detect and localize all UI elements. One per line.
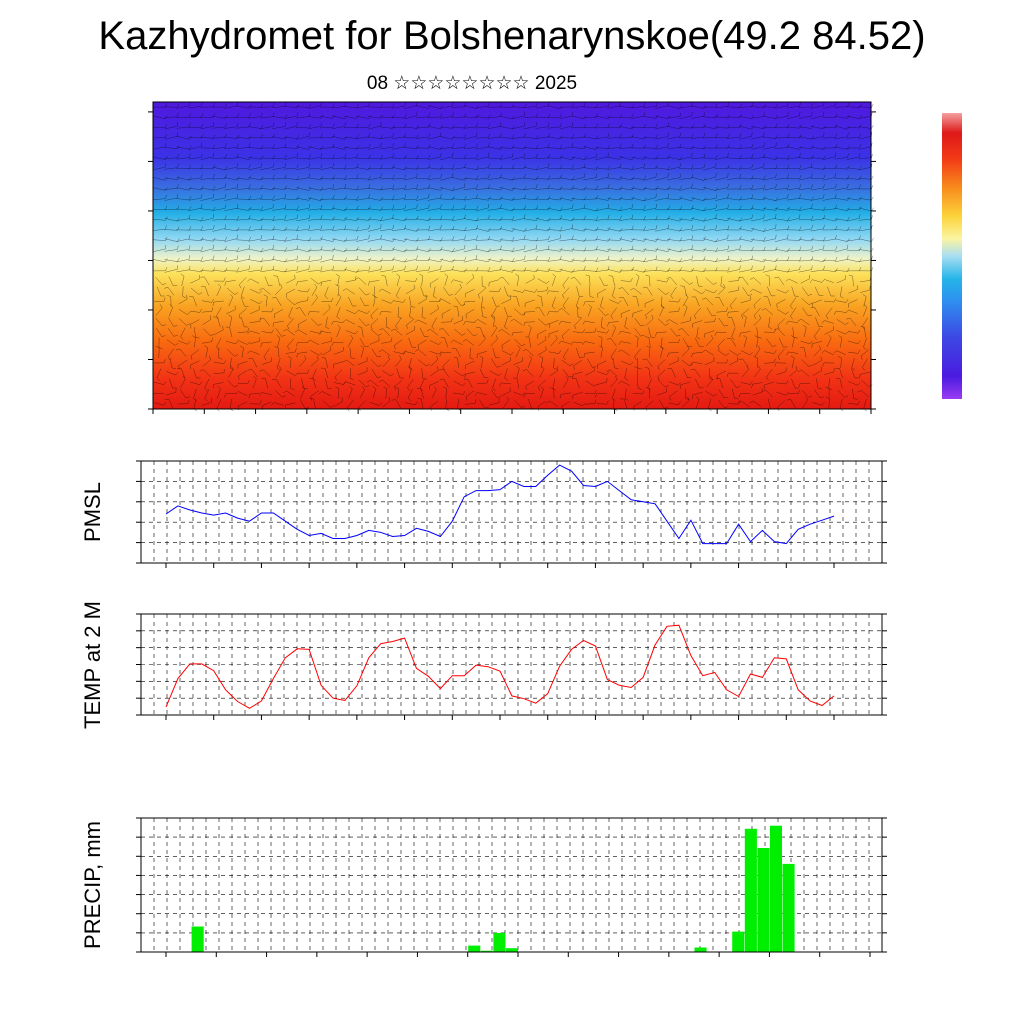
wind-barbs — [152, 101, 874, 412]
precip-bar — [757, 848, 770, 952]
grid — [141, 614, 882, 715]
precip-bar — [191, 926, 204, 952]
pmsl-axis — [136, 460, 887, 564]
precip-bar — [782, 863, 795, 952]
grid-horizontal — [141, 836, 882, 934]
page-subtitle: 08 ☆☆☆☆☆☆☆☆ 2025 — [366, 73, 578, 94]
precipitation-panel: PRECIP, mm — [80, 817, 887, 957]
page-title: Kazhydromet for Bolshenarynskoe(49.2 84.… — [98, 14, 926, 58]
precipitation-bars — [191, 825, 795, 952]
time-axis — [152, 409, 872, 414]
grid-horizontal — [141, 481, 882, 543]
time-axis — [165, 563, 835, 568]
precipitation-axis-label: PRECIP, mm — [80, 821, 105, 949]
temperature-field — [153, 102, 871, 409]
wind-barb-field — [152, 101, 874, 412]
grid-vertical — [153, 461, 870, 563]
precip-bar — [732, 931, 745, 952]
grid — [141, 461, 882, 563]
time-axis — [165, 952, 871, 957]
panel-frame — [140, 460, 883, 564]
pmsl-line — [165, 464, 835, 545]
grid — [141, 818, 882, 952]
temperature-axis-label: TEMP at 2 M — [80, 601, 105, 729]
precip-bar — [480, 950, 493, 952]
height-axis — [148, 111, 876, 410]
temperature-2m-panel: TEMP at 2 M — [80, 601, 887, 729]
time-axis — [165, 715, 835, 720]
temperature-cross-section-panel — [148, 101, 876, 414]
precip-bar — [468, 945, 481, 952]
pmsl-axis-label: PMSL — [80, 482, 105, 542]
grid-horizontal — [141, 630, 882, 699]
panel-frame — [140, 817, 883, 953]
pmsl-panel: PMSL — [80, 460, 887, 568]
precip-bar — [769, 825, 782, 952]
temperature-axis — [136, 613, 887, 716]
precip-bar — [744, 828, 757, 952]
temperature-line — [165, 624, 835, 709]
colorbar — [942, 113, 962, 399]
precip-bar — [505, 948, 518, 952]
precip-bar — [694, 947, 707, 952]
precip-bar — [493, 932, 506, 952]
colorbar-scale — [942, 113, 962, 399]
precipitation-axis — [136, 817, 887, 953]
